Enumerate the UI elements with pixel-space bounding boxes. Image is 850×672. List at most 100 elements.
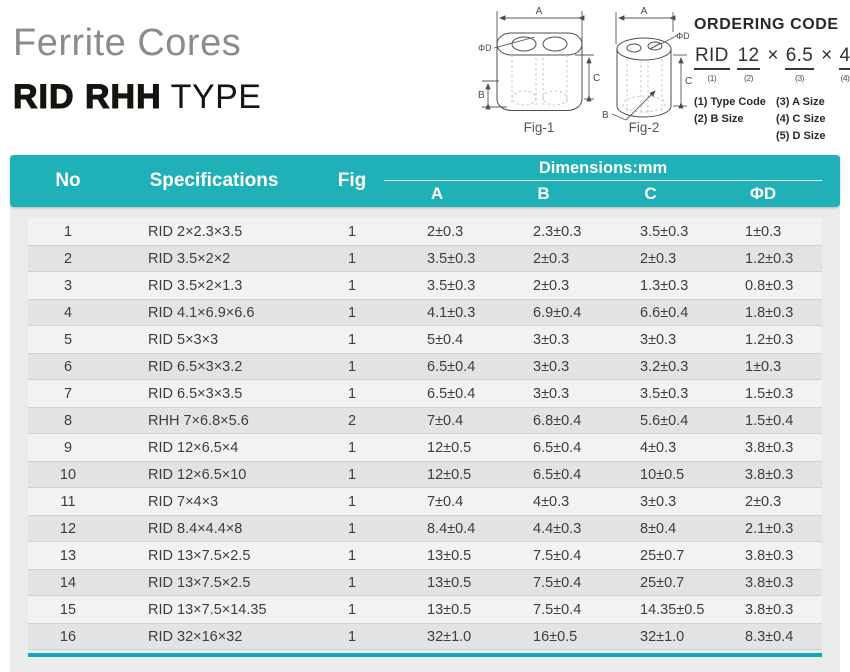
fig2-label-d: ΦD: [676, 31, 690, 41]
cell-fig: 1: [347, 331, 357, 348]
cell-fig: 1: [347, 223, 357, 240]
fig1-caption: Fig-1: [524, 120, 555, 135]
fig2-dimension-b: B: [602, 90, 656, 121]
cell-dim-c: 3±0.3: [640, 493, 677, 510]
cell-dim-b: 3±0.3: [533, 331, 570, 348]
ordering-code-part-marker: (4): [840, 73, 850, 83]
series-title: RID RHH TYPE: [12, 77, 261, 117]
ordering-code-part-text: 4: [838, 45, 850, 70]
table-row: 11 RID 7×4×3 1 7±0.4 4±0.3 3±0.3 2±0.3: [28, 488, 822, 515]
table-row: 1 RID 2×2.3×3.5 1 2±0.3 2.3±0.3 3.5±0.3 …: [28, 218, 822, 245]
ordering-code-part: 6.5 (3): [784, 45, 815, 83]
ordering-code-part-text: RID: [694, 45, 730, 70]
table-row: 6 RID 6.5×3×3.2 1 6.5±0.4 3±0.3 3.2±0.3 …: [28, 353, 822, 380]
cell-dim-a: 5±0.4: [427, 331, 464, 348]
cell-dim-d: 1.2±0.3: [745, 331, 794, 348]
cell-dim-a: 2±0.3: [427, 223, 464, 240]
ordering-code-part-text: 12: [736, 45, 761, 70]
cell-dim-a: 8.4±0.4: [427, 520, 476, 537]
fig2-core-outline: [616, 37, 672, 118]
legend-column-left: (1) Type Code (2) B Size: [694, 94, 776, 145]
fig1-dimension-d: ΦD: [478, 36, 536, 53]
cell-specification: RID 7×4×3: [148, 493, 219, 510]
cell-dim-c: 3±0.3: [640, 331, 677, 348]
cell-dim-d: 1.2±0.3: [745, 250, 794, 267]
cell-dim-b: 3±0.3: [533, 385, 570, 402]
cell-no: 11: [60, 493, 76, 510]
ordering-code-part: 4 (4): [838, 45, 850, 83]
cell-dim-c: 25±0.7: [640, 574, 685, 591]
cell-fig: 1: [347, 520, 357, 537]
fig2-dimension-a: A: [615, 6, 676, 44]
cell-dim-c: 3.2±0.3: [640, 358, 689, 375]
cell-dim-c: 25±0.7: [640, 547, 685, 564]
cell-no: 12: [59, 520, 77, 537]
cell-dim-d: 1.5±0.3: [745, 385, 794, 402]
ordering-code-legend: (1) Type Code (2) B Size (3) A Size (4) C …: [694, 94, 846, 145]
table-body: 1 RID 2×2.3×3.5 1 2±0.3 2.3±0.3 3.5±0.3 …: [28, 218, 822, 650]
cell-fig: 1: [347, 358, 357, 375]
table-row: 3 RID 3.5×2×1.3 1 3.5±0.3 2±0.3 1.3±0.3 …: [28, 272, 822, 299]
ordering-code-part-text: 6.5: [784, 45, 815, 70]
cell-specification: RID 8.4×4.4×8: [148, 520, 243, 537]
ordering-code-part-marker: (3): [794, 73, 804, 83]
cell-fig: 1: [347, 493, 357, 510]
table-header: No Specifications Fig Dimensions:mm A B …: [10, 155, 840, 207]
fig1-label-b: B: [478, 90, 485, 101]
table-row: 4 RID 4.1×6.9×6.6 1 4.1±0.3 6.9±0.4 6.6±…: [28, 299, 822, 326]
cell-no: 15: [59, 601, 77, 618]
cell-dim-d: 8.3±0.4: [745, 628, 794, 645]
cell-specification: RID 6.5×3×3.2: [148, 358, 243, 375]
cell-dim-b: 2.3±0.3: [533, 223, 582, 240]
cell-dim-d: 3.8±0.3: [745, 547, 794, 564]
cell-dim-c: 3.5±0.3: [640, 385, 689, 402]
cell-dim-a: 7±0.4: [427, 412, 464, 429]
figure-1-drawing: A ΦD C B: [478, 6, 600, 135]
cell-dim-b: 6.9±0.4: [533, 304, 582, 321]
column-header-specifications: Specifications: [149, 170, 279, 191]
cell-dim-c: 3.5±0.3: [640, 223, 689, 240]
table-row: 5 RID 5×3×3 1 5±0.4 3±0.3 3±0.3 1.2±0.3: [28, 326, 822, 353]
cell-no: 10: [59, 466, 77, 483]
ordering-code-part: RID (1): [694, 45, 730, 83]
cell-dim-d: 3.8±0.3: [745, 466, 794, 483]
cell-dim-b: 3±0.3: [533, 358, 570, 375]
cell-dim-d: 3.8±0.3: [745, 601, 794, 618]
legend-item: (4) C Size: [776, 113, 826, 125]
page-title: Ferrite Cores: [13, 22, 242, 64]
cell-specification: RID 6.5×3×3.5: [148, 385, 243, 402]
cell-dim-d: 1.8±0.3: [745, 304, 794, 321]
cell-dim-b: 2±0.3: [533, 250, 570, 267]
cell-fig: 1: [347, 601, 357, 618]
dimensions-subheader: A B C ΦD: [384, 181, 822, 207]
fig2-label-c: C: [685, 76, 692, 87]
cell-dim-b: 6.5±0.4: [533, 439, 582, 456]
cell-specification: RID 12×6.5×4: [148, 439, 239, 456]
ordering-code-part-marker: (1): [707, 73, 717, 83]
dimensions-group-header: Dimensions:mm A B C ΦD: [384, 155, 822, 207]
cell-dim-a: 13±0.5: [427, 547, 472, 564]
table-row: 8 RHH 7×6.8×5.6 2 7±0.4 6.8±0.4 5.6±0.4 …: [28, 407, 822, 434]
cell-fig: 1: [347, 385, 357, 402]
ordering-code-part-text: ×: [767, 45, 779, 66]
cell-dim-a: 13±0.5: [427, 574, 472, 591]
cell-dim-b: 4±0.3: [533, 493, 570, 510]
legend-item: (5) D Size: [776, 130, 826, 142]
cell-specification: RID 32×16×32: [148, 628, 243, 645]
cell-dim-c: 10±0.5: [640, 466, 685, 483]
fig1-dimension-c: C: [575, 54, 600, 102]
cell-fig: 1: [347, 250, 357, 267]
cell-no: 7: [63, 385, 73, 402]
cell-dim-a: 3.5±0.3: [427, 277, 476, 294]
cell-dim-d: 1±0.3: [745, 223, 782, 240]
fig2-dimension-d: ΦD: [660, 31, 690, 45]
cell-specification: RID 4.1×6.9×6.6: [148, 304, 255, 321]
fig2-label-b: B: [602, 110, 609, 121]
cell-dim-b: 7.5±0.4: [533, 547, 582, 564]
cell-specification: RID 5×3×3: [148, 331, 219, 348]
column-header-no: No: [55, 170, 81, 191]
cell-specification: RID 13×7.5×2.5: [148, 547, 251, 564]
table-row: 7 RID 6.5×3×3.5 1 6.5±0.4 3±0.3 3.5±0.3 …: [28, 380, 822, 407]
ordering-code-heading: ORDERING CODE: [694, 16, 839, 33]
